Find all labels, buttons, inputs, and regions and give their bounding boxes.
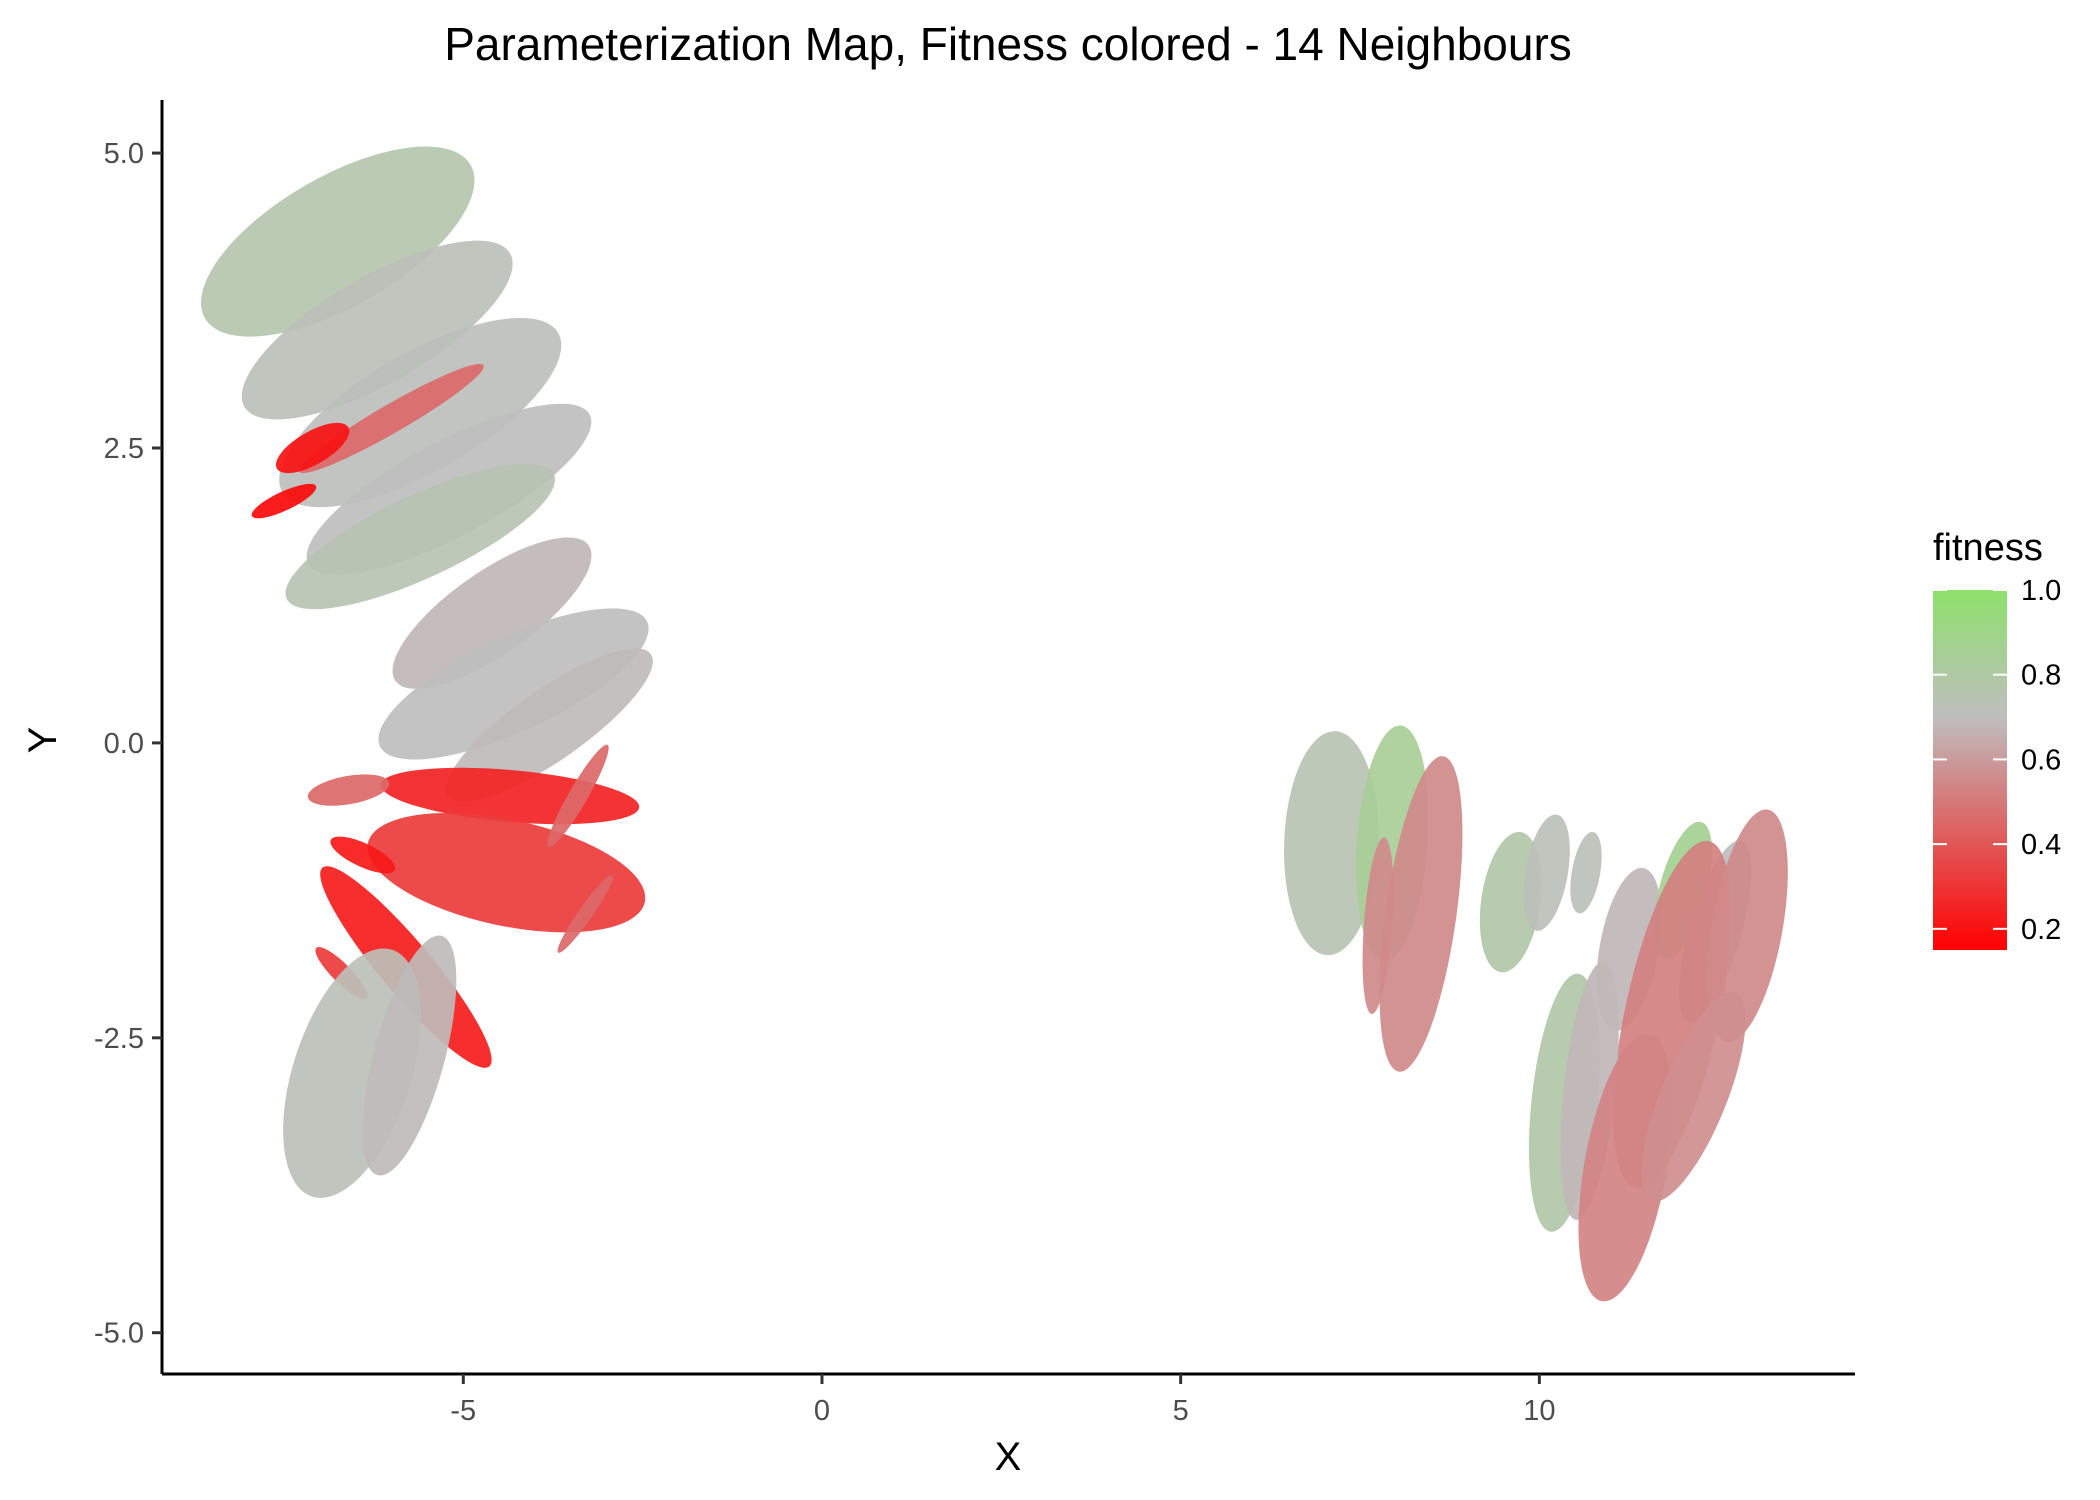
legend-tick-label: 0.4 bbox=[2021, 829, 2061, 861]
y-tick-label: 0.0 bbox=[104, 728, 144, 760]
legend-tick-label: 1.0 bbox=[2021, 575, 2061, 607]
point-cluster-2 bbox=[241, 240, 513, 420]
point-cluster-21 bbox=[362, 935, 457, 1176]
y-tick-label: -2.5 bbox=[94, 1023, 144, 1055]
point-cluster-25 bbox=[1362, 837, 1394, 1015]
point-cluster-10 bbox=[275, 422, 350, 474]
chart-title: Parameterization Map, Fitness colored - … bbox=[444, 18, 1572, 70]
y-tick-label: -5.0 bbox=[94, 1318, 144, 1350]
x-tick-label: 0 bbox=[814, 1395, 830, 1427]
legend-ticks: 1.0 0.8 0.6 0.4 0.2 bbox=[1933, 575, 2061, 946]
point-cluster-33 bbox=[1706, 809, 1788, 1043]
data-points bbox=[201, 146, 1788, 1302]
point-cluster-14 bbox=[307, 774, 390, 806]
legend-tick-label: 0.8 bbox=[2021, 660, 2061, 692]
x-axis-ticks: -5 0 5 10 bbox=[450, 1374, 1555, 1427]
point-cluster-1 bbox=[201, 146, 475, 337]
point-cluster-17 bbox=[547, 744, 609, 848]
x-tick-label: 5 bbox=[1173, 1395, 1189, 1427]
point-cluster-24 bbox=[1379, 756, 1463, 1072]
legend-colorbar bbox=[1933, 590, 2007, 950]
legend-tick-label: 0.6 bbox=[2021, 744, 2061, 776]
y-axis-ticks: 5.0 2.5 0.0 -2.5 -5.0 bbox=[94, 138, 162, 1350]
point-cluster-5 bbox=[285, 463, 556, 610]
point-cluster-13 bbox=[367, 812, 646, 933]
point-cluster-28 bbox=[1570, 831, 1602, 914]
point-cluster-27 bbox=[1523, 814, 1570, 931]
x-tick-label: -5 bbox=[450, 1395, 476, 1427]
y-tick-label: 5.0 bbox=[104, 138, 144, 170]
y-tick-label: 2.5 bbox=[104, 433, 144, 465]
point-cluster-18 bbox=[557, 875, 613, 953]
x-axis-title: X bbox=[995, 1435, 1022, 1479]
point-cluster-11 bbox=[251, 483, 317, 519]
point-cluster-8 bbox=[445, 648, 653, 802]
point-cluster-7 bbox=[378, 608, 649, 760]
legend-title: fitness bbox=[1933, 527, 2043, 569]
fitness-legend: fitness 1.0 0.8 0.6 0.4 0.2 bbox=[1933, 527, 2061, 950]
plot-area bbox=[201, 146, 1788, 1302]
x-tick-label: 10 bbox=[1523, 1395, 1555, 1427]
point-cluster-22 bbox=[1283, 731, 1379, 956]
point-cluster-9 bbox=[299, 364, 484, 473]
legend-tick-label: 0.2 bbox=[2021, 914, 2061, 946]
point-cluster-15 bbox=[330, 836, 396, 874]
point-cluster-36 bbox=[1578, 1033, 1673, 1302]
y-axis-title: Y bbox=[21, 727, 65, 754]
point-cluster-37 bbox=[1641, 992, 1746, 1202]
point-cluster-6 bbox=[392, 537, 592, 689]
